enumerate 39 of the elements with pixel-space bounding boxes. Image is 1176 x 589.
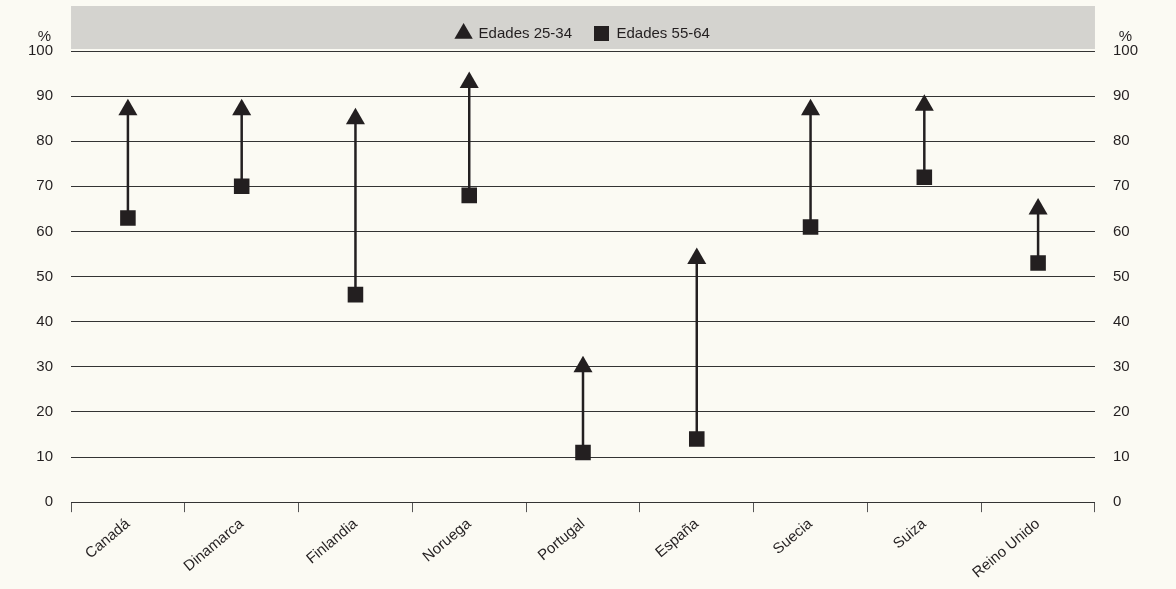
point xyxy=(916,169,933,186)
y2-tick-label: 30 xyxy=(1112,356,1130,374)
point xyxy=(233,178,250,195)
point xyxy=(1028,197,1048,215)
point xyxy=(801,98,821,116)
y2-tick-label: 50 xyxy=(1112,266,1130,284)
y2-tick-label: 10 xyxy=(1112,447,1130,465)
y-tick-label: 20 xyxy=(36,402,54,420)
y2-tick-label: 80 xyxy=(1112,131,1130,149)
y-tick-label: 80 xyxy=(36,131,54,149)
y-tick-label: 40 xyxy=(36,311,54,329)
y-tick-label: 60 xyxy=(36,221,54,239)
y-tick-label: 70 xyxy=(36,176,54,194)
y-tick-label: 10 xyxy=(36,447,54,465)
point xyxy=(118,98,138,116)
y-tick-label: 0 xyxy=(44,492,54,510)
point xyxy=(914,94,934,111)
point xyxy=(687,247,707,265)
point xyxy=(461,187,478,204)
point xyxy=(1030,255,1046,271)
point xyxy=(688,431,705,447)
y2-tick-label: 90 xyxy=(1112,86,1130,104)
y-tick-label: 30 xyxy=(36,356,54,374)
point xyxy=(232,98,252,116)
point xyxy=(345,107,365,125)
legend-label: Edades 25-34 xyxy=(478,23,572,41)
y2-tick-label: 0 xyxy=(1112,492,1122,510)
point xyxy=(802,219,819,235)
point xyxy=(459,71,479,89)
point xyxy=(575,444,591,461)
y2-tick-label: 20 xyxy=(1112,402,1130,420)
point xyxy=(120,210,136,226)
point xyxy=(347,286,364,303)
legend-label: Edades 55-64 xyxy=(616,23,710,41)
y2-tick-label: 70 xyxy=(1112,176,1130,194)
y-tick-label: 50 xyxy=(36,266,54,284)
y2-tick-label: 40 xyxy=(1112,311,1130,329)
y-tick-label: 90 xyxy=(36,86,54,104)
y2-tick-label: 60 xyxy=(1112,221,1130,239)
